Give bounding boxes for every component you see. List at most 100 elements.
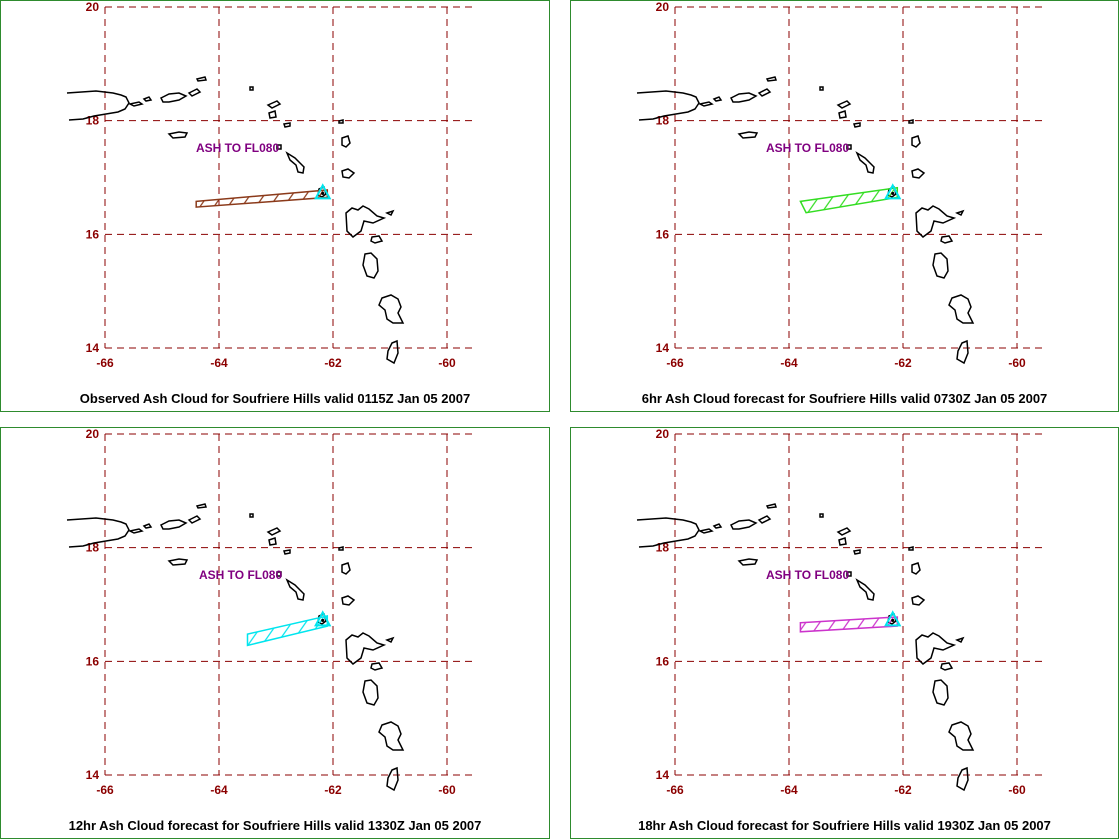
saba-statia-coast: [276, 144, 282, 150]
longitude-tick-label: -66: [96, 356, 114, 370]
martinique-coast: [378, 294, 405, 324]
longitude-tick-label: -64: [780, 783, 798, 797]
longitude-tick-label: -62: [324, 356, 342, 370]
st-barts-coast: [853, 122, 861, 128]
longitude-tick-label: -66: [96, 783, 114, 797]
saba-statia-coast: [846, 571, 852, 577]
dominica-coast: [362, 679, 379, 706]
panel-caption: Observed Ash Cloud for Soufriere Hills v…: [79, 391, 471, 406]
map-panel-12hr: -66 -64 -62 -60 20 18 16 14 ASH TO FL080 12hr As…: [0, 427, 550, 839]
st-croix-coast: [737, 131, 759, 139]
martinique-coast: [378, 721, 405, 751]
antigua-coast: [341, 562, 351, 575]
sombrero-coast: [249, 513, 254, 518]
redonda-coast: [341, 595, 356, 606]
panel-caption: 6hr Ash Cloud forecast for Soufriere Hil…: [641, 391, 1048, 406]
ash-height-label: ASH TO FL080: [196, 141, 279, 155]
volcano-dot-icon: [321, 618, 325, 623]
st-martin-coast: [268, 537, 277, 546]
longitude-tick-label: -64: [780, 356, 798, 370]
martinique-coast: [948, 721, 975, 751]
volcano-dot-icon: [891, 191, 895, 196]
saba-statia-coast: [846, 144, 852, 150]
st-martin-coast: [838, 110, 847, 119]
marie-galante-coast: [370, 235, 384, 244]
martinique-coast: [948, 294, 975, 324]
st-martin-coast: [268, 110, 277, 119]
anguilla-coast: [266, 527, 282, 536]
latitude-tick-label: 16: [656, 654, 670, 668]
st-croix-coast: [737, 558, 759, 566]
longitude-tick-label: -62: [324, 783, 342, 797]
latitude-tick-label: 20: [656, 428, 670, 441]
longitude-tick-label: -66: [666, 356, 684, 370]
marie-galante-coast: [940, 235, 954, 244]
redonda-coast: [911, 595, 926, 606]
marie-galante-coast: [370, 662, 384, 671]
barbuda-coast: [908, 119, 914, 124]
guadeloupe-coast: [915, 205, 965, 238]
ash-height-label: ASH TO FL080: [766, 568, 849, 582]
st-lucia-coast: [956, 766, 969, 792]
volcano-triangle-icon: [314, 183, 332, 200]
anegada-coast: [195, 503, 208, 509]
latitude-tick-label: 20: [86, 428, 100, 441]
virgin-islands-coast: [712, 88, 772, 103]
latitude-tick-label: 16: [656, 227, 670, 241]
antigua-coast: [911, 135, 921, 148]
vieques-coast: [697, 528, 714, 534]
puerto-rico-coast: [66, 90, 130, 121]
guadeloupe-coast: [915, 632, 965, 665]
latitude-tick-label: 14: [86, 768, 100, 782]
map-panel-6hr: -66 -64 -62 -60 20 18 16 14 ASH TO FL080 6hr Ash…: [570, 0, 1119, 412]
st-croix-coast: [167, 131, 189, 139]
ash-height-label: ASH TO FL080: [199, 568, 282, 582]
st-kitts-nevis-coast: [855, 578, 875, 601]
st-lucia-coast: [386, 766, 399, 792]
sombrero-coast: [249, 86, 254, 91]
longitude-tick-label: -60: [1008, 356, 1026, 370]
virgin-islands-coast: [142, 88, 202, 103]
dominica-coast: [932, 679, 949, 706]
ash-cloud-area: [195, 189, 329, 208]
longitude-tick-label: -60: [1008, 783, 1026, 797]
latitude-tick-label: 14: [656, 768, 670, 782]
st-kitts-nevis-coast: [285, 578, 305, 601]
saba-statia-coast: [276, 571, 282, 577]
volcano-triangle-icon: [884, 183, 902, 200]
panel-caption: 18hr Ash Cloud forecast for Soufriere Hi…: [638, 818, 1051, 833]
longitude-tick-label: -64: [210, 356, 228, 370]
st-kitts-nevis-coast: [855, 151, 875, 174]
st-barts-coast: [283, 122, 291, 128]
ash-height-label: ASH TO FL080: [766, 141, 849, 155]
guadeloupe-coast: [345, 205, 395, 238]
volcano-triangle-icon: [314, 610, 332, 627]
latitude-tick-label: 14: [656, 341, 670, 355]
longitude-tick-label: -64: [210, 783, 228, 797]
longitude-tick-label: -60: [438, 356, 456, 370]
sombrero-coast: [819, 86, 824, 91]
dominica-coast: [362, 252, 379, 279]
st-martin-coast: [838, 537, 847, 546]
dominica-coast: [932, 252, 949, 279]
virgin-islands-coast: [712, 515, 772, 530]
st-barts-coast: [853, 549, 861, 555]
barbuda-coast: [908, 546, 914, 551]
barbuda-coast: [338, 119, 344, 124]
st-lucia-coast: [956, 339, 969, 365]
ash-cloud-area: [246, 614, 329, 647]
ash-cloud-area: [799, 616, 899, 633]
volcano-dot-icon: [891, 618, 895, 623]
volcano-dot-icon: [321, 191, 325, 196]
st-lucia-coast: [386, 339, 399, 365]
antigua-coast: [341, 135, 351, 148]
anegada-coast: [765, 503, 778, 509]
longitude-tick-label: -66: [666, 783, 684, 797]
antigua-coast: [911, 562, 921, 575]
latitude-tick-label: 16: [86, 654, 100, 668]
st-kitts-nevis-coast: [285, 151, 305, 174]
